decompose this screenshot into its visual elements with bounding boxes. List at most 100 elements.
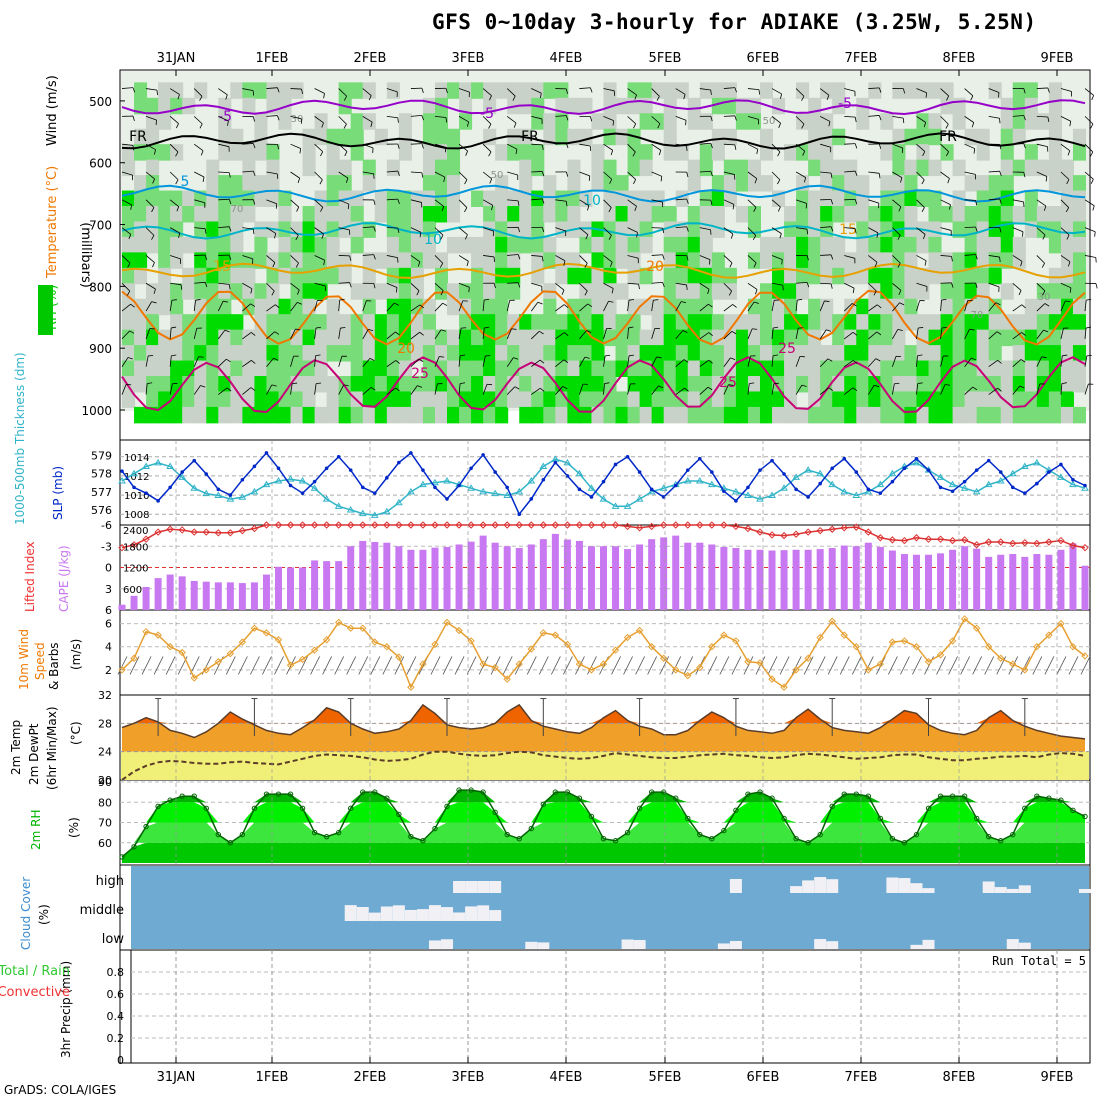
wind-speed-line-point — [960, 615, 969, 623]
wind-barb-flag — [918, 327, 924, 329]
rh-cell — [266, 345, 280, 362]
wind-barb-upper — [940, 384, 946, 395]
wind-barb-flag — [1090, 178, 1094, 184]
rh-cell — [266, 159, 280, 177]
wind-speed-line-point — [611, 646, 620, 654]
temp-contour--5 — [121, 99, 1086, 116]
contour-label: 15 — [213, 259, 231, 275]
cloud-bar-high — [802, 880, 815, 893]
rh-cell — [856, 206, 870, 223]
rh-cell — [410, 314, 424, 331]
rh-cell — [759, 314, 774, 331]
wind-barb-flag — [875, 358, 881, 362]
rh-cell — [398, 283, 412, 300]
rh-cell — [483, 298, 497, 316]
rh-line-point — [853, 791, 859, 797]
wind-barb-upper — [145, 255, 155, 263]
rh-cell — [314, 190, 328, 207]
rh-cell — [398, 252, 412, 269]
rh-cell — [820, 345, 834, 362]
bottom-date-label: 31JAN — [157, 1070, 196, 1085]
wind-barb-flag — [484, 298, 490, 301]
rh-line-point — [287, 791, 294, 797]
rh-cell — [194, 236, 208, 254]
wind-barb-upper — [218, 115, 229, 122]
lifted-index-line-point — [852, 523, 860, 531]
wind-barb-flag — [323, 260, 325, 266]
wind-barb-upper — [795, 328, 799, 339]
wind-barb-flag — [349, 282, 352, 288]
rh-cell — [302, 345, 316, 362]
slp-line — [121, 451, 1086, 516]
rh-line-point — [420, 838, 426, 844]
wind-barb-flag — [277, 115, 280, 121]
wind-barb-flag — [903, 88, 906, 94]
slp-line-point — [625, 454, 630, 459]
wind-barb-upper — [1060, 328, 1064, 340]
wind-barb-upper — [699, 359, 709, 368]
wind-barb-upper — [314, 199, 323, 208]
rh-line-point — [1082, 813, 1088, 820]
wind-barb-upper — [916, 116, 926, 123]
rh-cell — [483, 406, 497, 424]
wind-barb-upper — [579, 303, 589, 312]
rh-cell — [687, 391, 701, 408]
wind-barb-10m — [442, 656, 453, 675]
wind-speed-line-point — [888, 638, 897, 646]
rh-cell — [170, 329, 184, 347]
rh-cell — [832, 236, 846, 254]
thickness-line-point — [178, 473, 187, 480]
rh-cell — [1072, 221, 1086, 238]
rh-cell — [158, 360, 172, 377]
wind-barb-flag — [370, 387, 376, 391]
wind-barb-flag — [419, 331, 424, 336]
wind-speed-line-point — [274, 636, 283, 644]
rh-cell — [1012, 206, 1026, 223]
rh-cell — [916, 159, 930, 177]
wind-barb-upper — [627, 199, 637, 207]
rh-cell — [868, 82, 882, 99]
temp-tick-label: 24 — [98, 746, 112, 759]
rh-cell — [218, 190, 232, 207]
rh-cell — [326, 128, 340, 146]
wind-barb-upper — [699, 227, 711, 231]
rh-cell — [567, 175, 581, 192]
wind-barb-flag — [797, 298, 803, 301]
wind-barb-flag — [127, 262, 131, 268]
rh-cell — [434, 329, 449, 347]
rh-cell — [362, 360, 376, 377]
rh-cell — [170, 406, 184, 424]
cape-bar — [864, 542, 872, 610]
lifted-index-line-point — [708, 521, 716, 529]
wind-barb-upper — [603, 282, 614, 289]
rh-cell — [422, 360, 436, 377]
rh-cell — [422, 252, 436, 269]
wind-barb-10m — [1044, 656, 1055, 675]
wind-barb-upper — [1012, 385, 1021, 395]
rh-cell — [940, 329, 954, 347]
temp-contour-10 — [121, 222, 1086, 240]
wind-barb-upper — [145, 143, 156, 151]
wind-barb-upper — [266, 227, 277, 234]
wind-barb-flag — [541, 198, 545, 204]
wind-barb-flag — [1091, 95, 1095, 101]
wind-barb-flag — [585, 234, 589, 240]
grads-credit: GrADS: COLA/IGES — [4, 1083, 117, 1097]
rh-cell — [314, 345, 328, 362]
rh-cell — [832, 82, 846, 99]
wind-barb-flag — [1086, 298, 1092, 301]
wind-barb-flag — [126, 290, 131, 296]
wind-barb-upper — [242, 170, 254, 173]
rh-line-point — [167, 797, 173, 803]
rh-cell — [507, 206, 521, 223]
wind-speed-line-point — [659, 654, 668, 662]
rh-cell — [940, 360, 954, 377]
rh-cell — [603, 406, 617, 424]
rh-cell — [952, 406, 966, 424]
wind-barb-flag — [565, 88, 568, 94]
rh-cell — [350, 283, 364, 300]
rh-cell — [579, 97, 593, 115]
slp-line-point — [517, 512, 522, 517]
wind-barb-flag — [1067, 261, 1071, 267]
